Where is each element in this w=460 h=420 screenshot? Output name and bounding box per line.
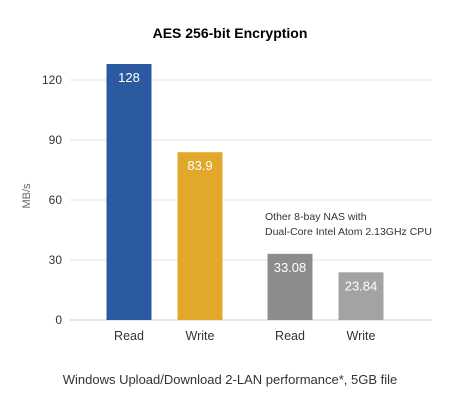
y-axis-ticks: 0 30 60 90 120 [42, 73, 62, 327]
x-axis-caption: Windows Upload/Download 2-LAN performanc… [63, 372, 398, 387]
category-label: Write [186, 329, 215, 343]
bar-3 [267, 253, 313, 320]
annotation-line-2: Dual-Core Intel Atom 2.13GHz CPU [265, 226, 432, 238]
y-tick-label: 90 [49, 133, 63, 147]
bars-group [106, 64, 384, 320]
bar-1 [106, 64, 152, 320]
bar-2 [177, 152, 223, 320]
chart-title: AES 256-bit Encryption [153, 25, 308, 41]
category-label: Read [275, 329, 305, 343]
category-label: Write [347, 329, 376, 343]
bar-value-label: 83.9 [187, 158, 212, 173]
y-axis-label: MB/s [21, 183, 33, 209]
annotation-line-1: Other 8-bay NAS with [265, 211, 367, 223]
bar-4 [338, 272, 384, 320]
bar-value-label: 23.84 [345, 278, 378, 293]
y-tick-label: 60 [49, 193, 63, 207]
bar-value-label: 33.08 [274, 260, 307, 275]
y-tick-label: 0 [55, 313, 62, 327]
category-label: Read [114, 329, 144, 343]
y-tick-label: 120 [42, 73, 62, 87]
y-tick-label: 30 [49, 253, 63, 267]
bar-value-label: 128 [118, 70, 140, 85]
category-labels: Read Write Read Write [114, 329, 375, 343]
value-labels: 128 83.9 33.08 23.84 [118, 70, 377, 293]
